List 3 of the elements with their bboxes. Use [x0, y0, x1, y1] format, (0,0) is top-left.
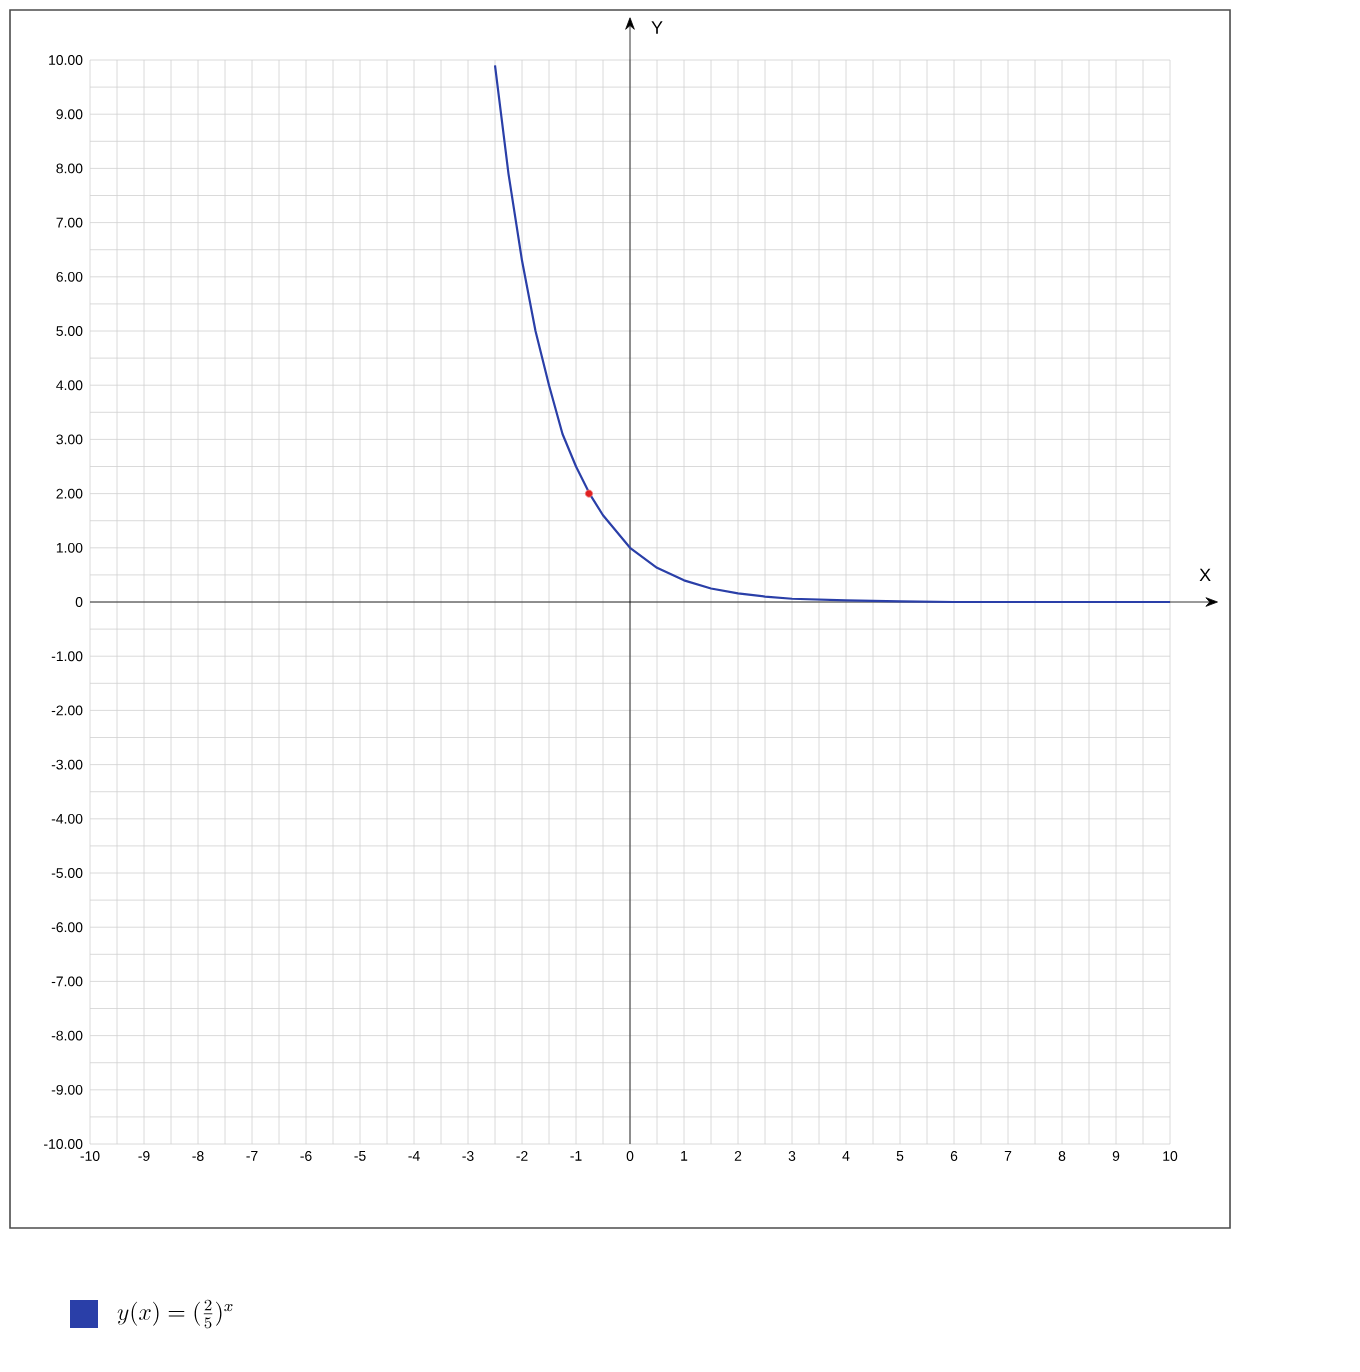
legend-label: $y(x) = (\frac{2}{5})^{x}$	[117, 1299, 233, 1329]
x-axis-title: X	[1199, 568, 1211, 582]
y-axis-title: Y	[651, 21, 663, 34]
